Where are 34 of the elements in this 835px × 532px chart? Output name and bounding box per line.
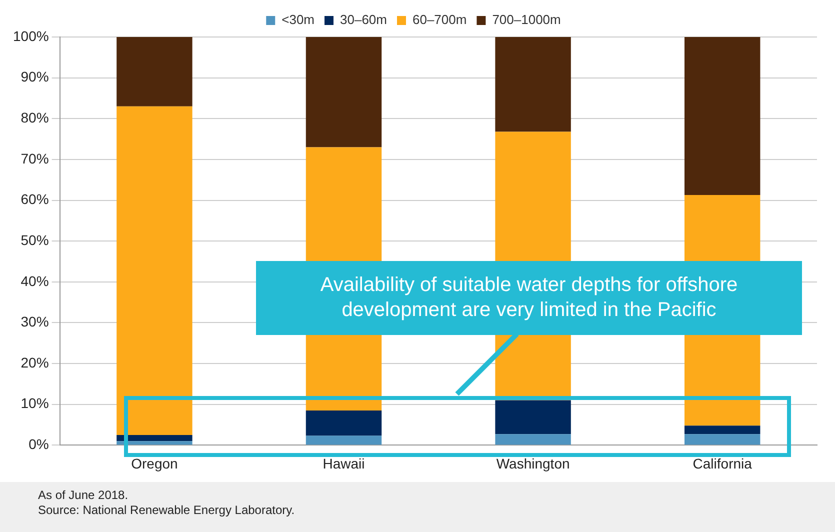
- source-note: Source: National Renewable Energy Laboratory.: [38, 503, 296, 518]
- legend-label: 30–60m: [340, 12, 387, 28]
- bar: [495, 400, 571, 434]
- y-tick-label: 80%: [20, 110, 49, 126]
- y-tick-label: 50%: [20, 232, 49, 248]
- text: As of June 2018.: [38, 488, 130, 503]
- bar: [306, 37, 382, 148]
- bar: [116, 441, 192, 445]
- x-tick-label: Oregon: [131, 455, 178, 472]
- y-tick-label: 30%: [20, 314, 49, 330]
- legend-label: 700–1000m: [492, 12, 561, 28]
- y-tick-label: 100%: [12, 28, 49, 44]
- y-tick-label: 90%: [20, 68, 49, 85]
- legend-label: <30m: [282, 12, 315, 28]
- bar: [116, 434, 192, 442]
- legend-label: 60–700m: [412, 12, 467, 28]
- bar: [495, 434, 571, 445]
- bar: [684, 434, 760, 445]
- y-tick-label: 0%: [28, 436, 49, 452]
- bar: [116, 37, 192, 106]
- x-tick-label: Washington: [496, 455, 570, 472]
- bar: [684, 426, 760, 434]
- y-tick-label: 60%: [20, 191, 49, 208]
- bar: [306, 436, 382, 445]
- y-tick-label: 10%: [20, 395, 49, 412]
- bar: [116, 106, 192, 435]
- y-tick-label: 70%: [20, 150, 49, 166]
- bar: [684, 37, 760, 195]
- bar: [306, 410, 382, 436]
- x-tick-label: California: [692, 455, 752, 472]
- y-tick-label: 20%: [20, 354, 49, 370]
- bar: [495, 37, 571, 132]
- x-tick-label: Hawaii: [322, 455, 365, 472]
- y-tick-label: 40%: [20, 272, 49, 289]
